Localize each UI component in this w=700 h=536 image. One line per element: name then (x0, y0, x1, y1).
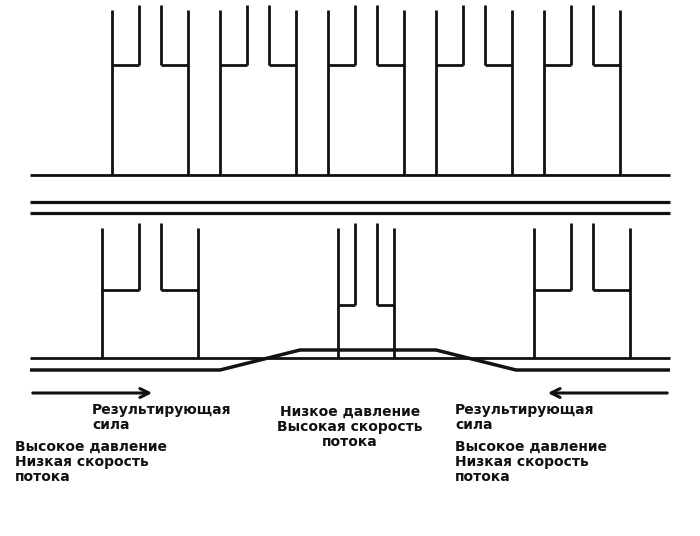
Text: Результирующая: Результирующая (455, 403, 594, 417)
Text: потока: потока (322, 435, 378, 449)
Text: Результирующая: Результирующая (92, 403, 232, 417)
Text: Высокое давление: Высокое давление (15, 440, 167, 454)
Text: Высокая скорость: Высокая скорость (277, 420, 423, 434)
Text: сила: сила (92, 418, 130, 432)
Text: потока: потока (455, 470, 511, 484)
Text: Низкое давление: Низкое давление (280, 405, 420, 419)
Text: Высокое давление: Высокое давление (455, 440, 607, 454)
Text: сила: сила (455, 418, 493, 432)
Text: Низкая скорость: Низкая скорость (455, 455, 589, 469)
Text: потока: потока (15, 470, 71, 484)
Text: Низкая скорость: Низкая скорость (15, 455, 148, 469)
